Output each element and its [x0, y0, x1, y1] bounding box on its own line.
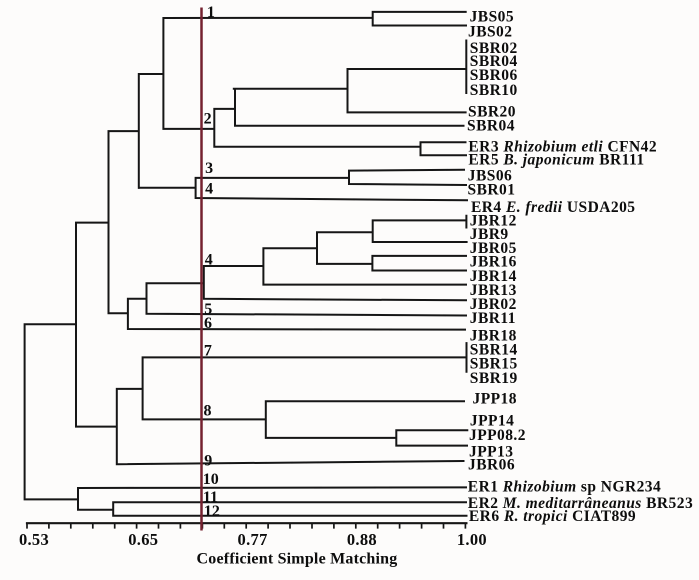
svg-text:3: 3 [205, 160, 213, 177]
svg-text:ER6 R. tropici CIAT899: ER6 R. tropici CIAT899 [469, 508, 636, 525]
svg-text:JBR05: JBR05 [470, 240, 517, 257]
svg-text:0.65: 0.65 [128, 530, 158, 549]
svg-text:10: 10 [203, 471, 219, 488]
svg-text:ER3 Rhizobium etli CFN42: ER3 Rhizobium etli CFN42 [468, 138, 657, 155]
svg-text:4: 4 [205, 252, 213, 269]
svg-text:JBR11: JBR11 [470, 310, 516, 327]
svg-text:SBR02: SBR02 [470, 40, 518, 57]
svg-text:Coefficient Simple Matching: Coefficient Simple Matching [197, 550, 398, 567]
svg-text:SBR19: SBR19 [470, 370, 518, 387]
svg-text:4: 4 [205, 181, 213, 198]
svg-text:JBR9: JBR9 [470, 226, 509, 243]
svg-text:6: 6 [204, 315, 212, 332]
svg-text:JBS05: JBS05 [470, 9, 514, 26]
svg-text:JBR06: JBR06 [468, 457, 515, 474]
svg-text:8: 8 [204, 403, 212, 420]
svg-text:11: 11 [203, 489, 218, 506]
svg-text:SBR04: SBR04 [470, 53, 518, 70]
svg-text:JBR13: JBR13 [470, 282, 517, 299]
svg-text:ER1 Rhizobium sp NGR234: ER1 Rhizobium sp NGR234 [468, 478, 661, 495]
svg-text:0.53: 0.53 [19, 530, 49, 549]
svg-text:ER4 E. fredii USDA205: ER4 E. fredii USDA205 [471, 199, 635, 216]
svg-text:SBR10: SBR10 [470, 82, 518, 99]
svg-text:SBR15: SBR15 [470, 356, 518, 373]
svg-text:JBR02: JBR02 [470, 296, 517, 313]
svg-text:JPP08.2: JPP08.2 [469, 427, 526, 444]
svg-text:12: 12 [204, 503, 220, 520]
svg-text:JPP13: JPP13 [469, 443, 513, 460]
svg-text:SBR01: SBR01 [468, 181, 516, 198]
svg-text:JBR14: JBR14 [470, 268, 517, 285]
svg-text:0.88: 0.88 [347, 530, 377, 549]
svg-text:JPP18: JPP18 [473, 391, 517, 408]
svg-text:JBR16: JBR16 [470, 254, 517, 271]
svg-text:ER2 M. meditarrâneanus BR523: ER2 M. meditarrâneanus BR523 [468, 495, 693, 512]
svg-text:7: 7 [204, 342, 212, 359]
svg-text:SBR14: SBR14 [470, 342, 518, 359]
svg-text:5: 5 [204, 301, 212, 318]
svg-text:2: 2 [204, 111, 212, 128]
svg-text:JPP14: JPP14 [470, 412, 514, 429]
svg-text:0.77: 0.77 [238, 530, 268, 549]
svg-text:SBR06: SBR06 [470, 67, 518, 84]
svg-text:9: 9 [204, 452, 212, 469]
svg-text:JBR18: JBR18 [470, 327, 517, 344]
svg-text:JBS02: JBS02 [468, 24, 512, 41]
svg-text:1: 1 [207, 4, 215, 21]
svg-text:ER5 B. japonicum BR111: ER5 B. japonicum BR111 [468, 151, 644, 168]
svg-text:SBR04: SBR04 [467, 117, 515, 134]
svg-text:JBR12: JBR12 [470, 212, 517, 229]
svg-text:SBR20: SBR20 [468, 103, 516, 120]
svg-text:1.00: 1.00 [457, 530, 487, 549]
svg-text:JBS06: JBS06 [468, 168, 512, 185]
